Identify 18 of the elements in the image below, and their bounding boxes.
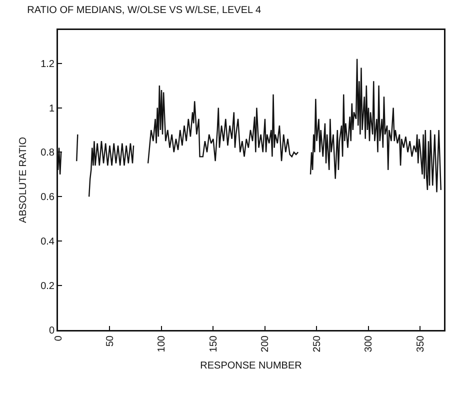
- y-tick-label: 0: [48, 326, 55, 336]
- x-tick-label: 100: [156, 335, 168, 352]
- x-tick-label: 0: [53, 335, 64, 342]
- y-axis-title: ABSOLUTE RATIO: [18, 136, 29, 223]
- y-tick-label: 1.2: [40, 58, 55, 70]
- y-tick-label: 0.2: [40, 281, 55, 292]
- chart-title: RATIO OF MEDIANS, W/OLSE VS W/LSE, LEVEL 4: [27, 5, 262, 16]
- y-tick-label: 0.6: [40, 192, 55, 204]
- x-tick-label: 150: [208, 335, 220, 352]
- x-tick-label: 200: [260, 335, 272, 352]
- x-axis-title: RESPONSE NUMBER: [200, 360, 302, 372]
- y-tick-label: 0.4: [40, 236, 55, 248]
- y-tick-label: 0.8: [40, 148, 55, 159]
- y-tick-label: 1: [48, 103, 55, 114]
- x-tick-label: 300: [364, 335, 375, 352]
- x-tick-label: 50: [104, 335, 116, 347]
- x-tick-label: 250: [312, 335, 323, 352]
- x-tick-label: 350: [415, 335, 426, 352]
